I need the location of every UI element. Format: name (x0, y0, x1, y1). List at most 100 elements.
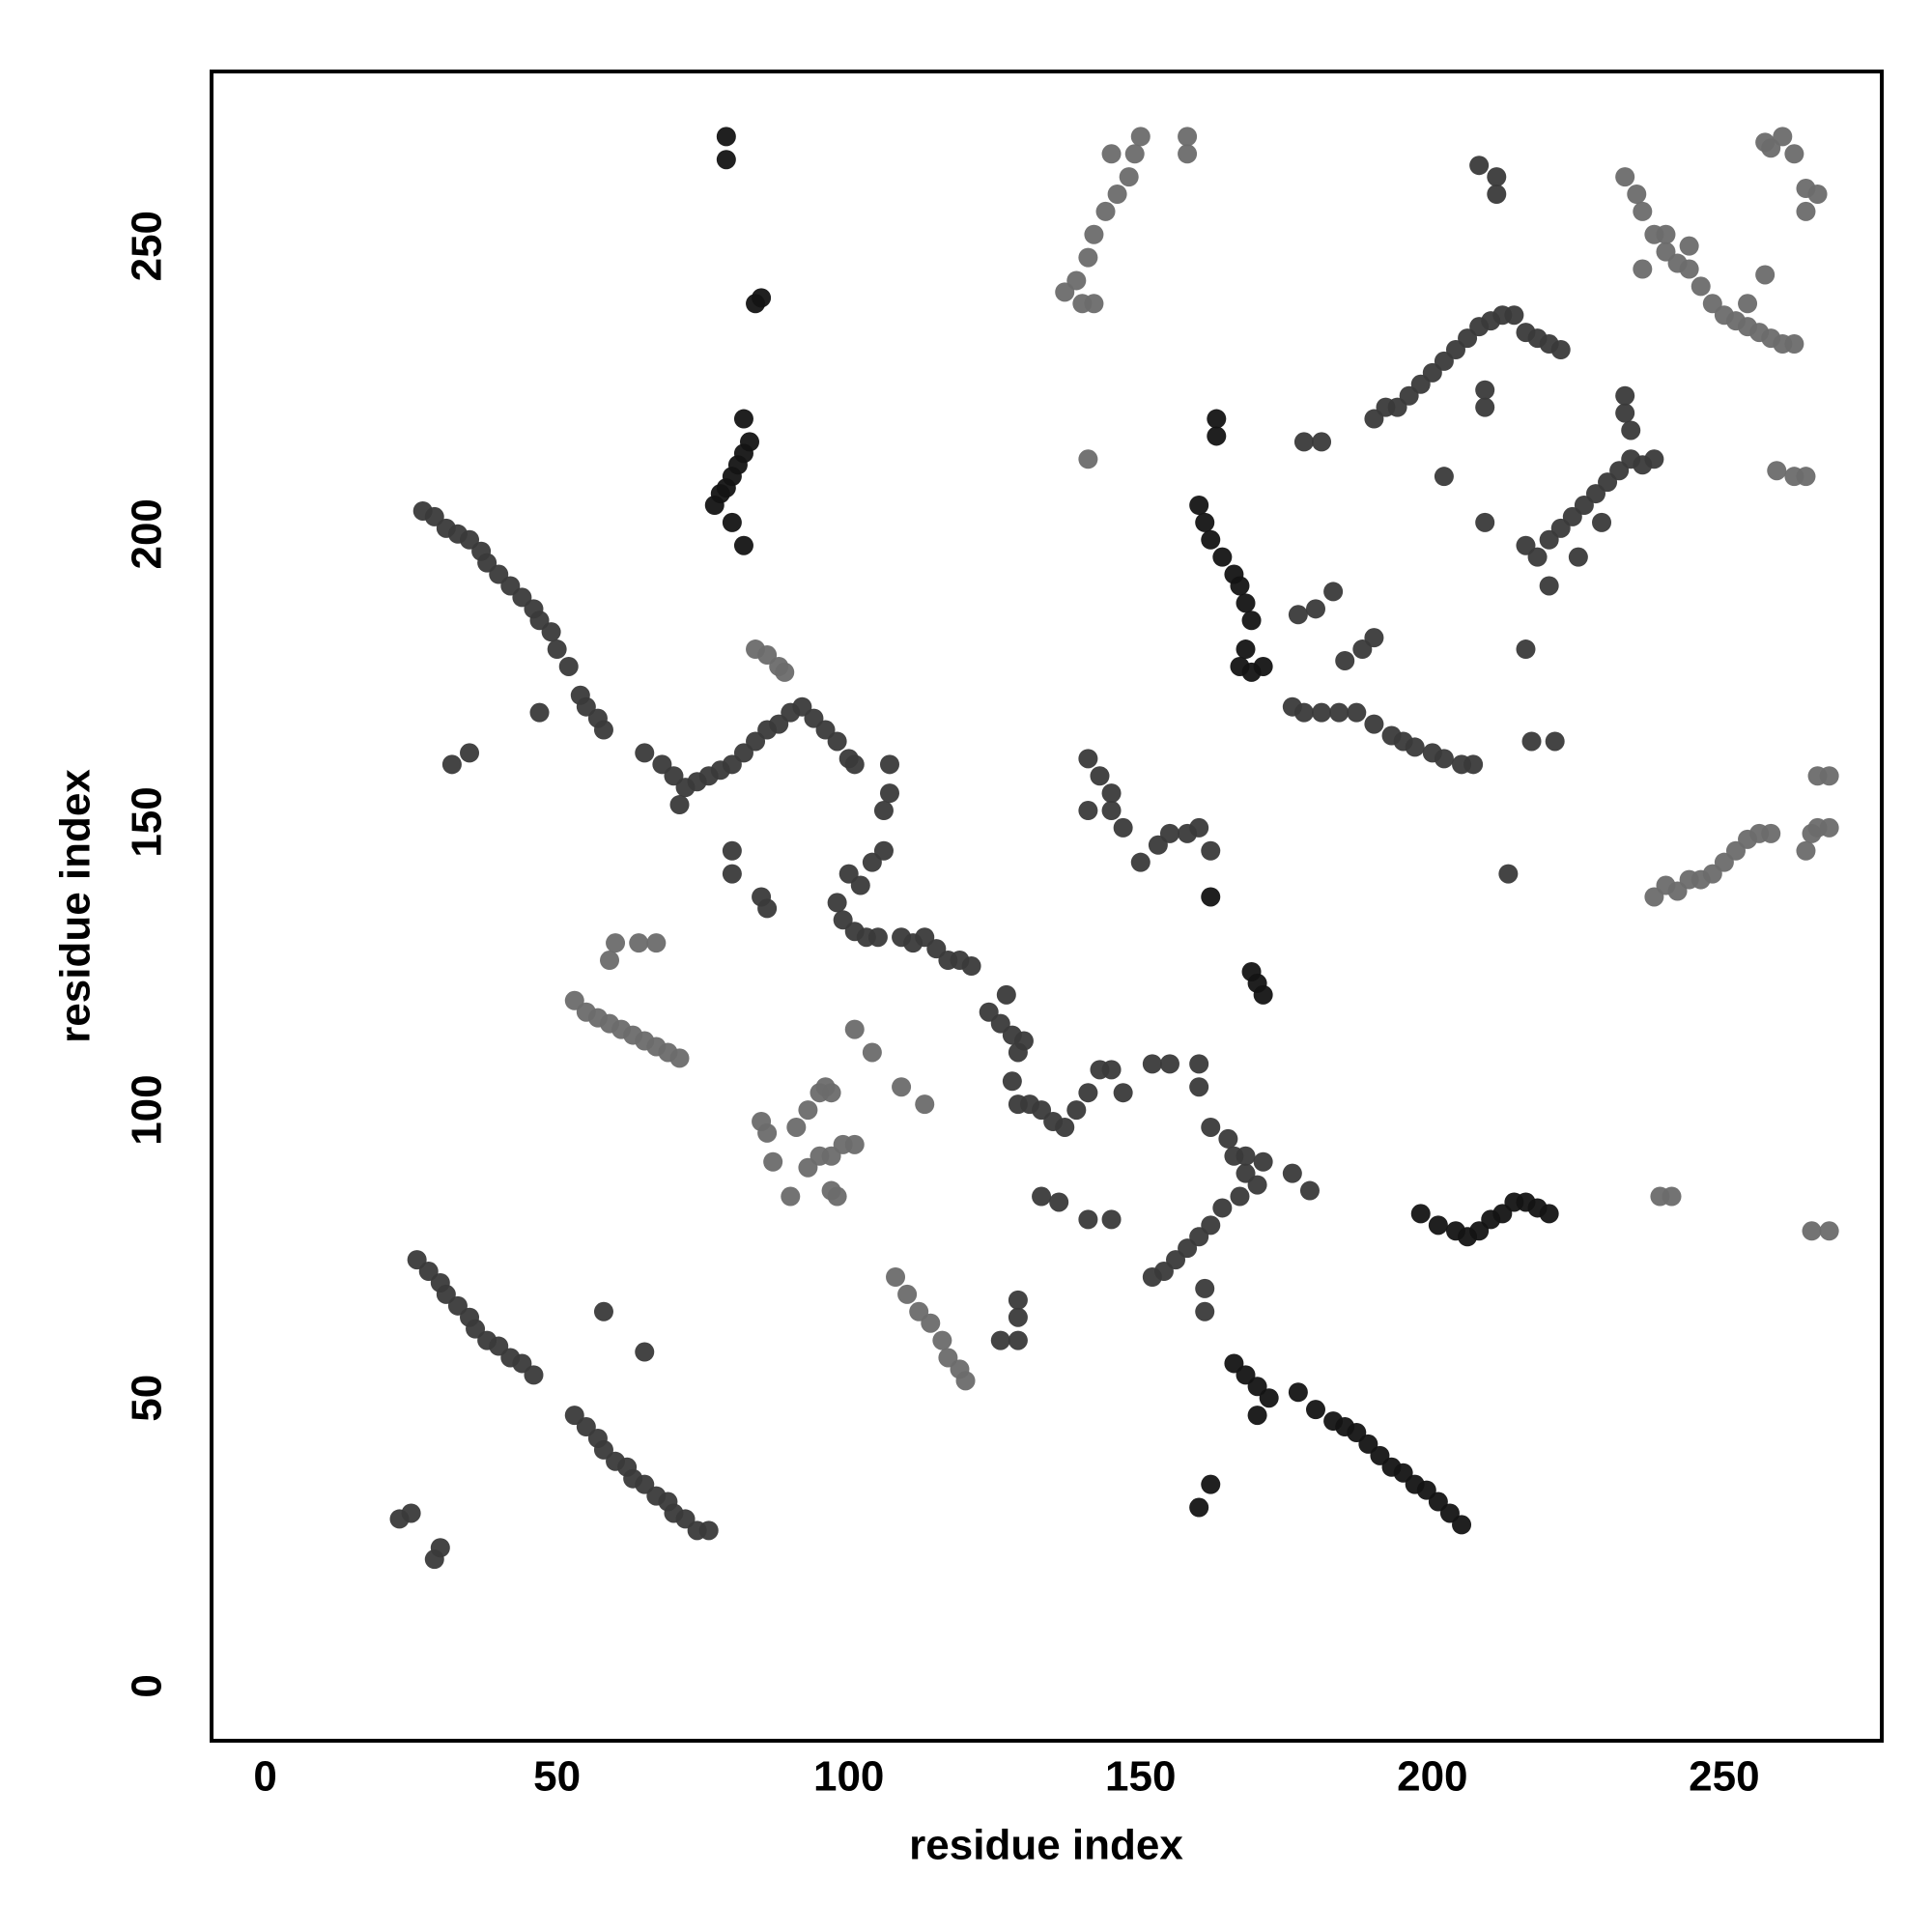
point (547, 639, 567, 660)
point (1259, 1388, 1279, 1408)
x-tick-label: 150 (1105, 1753, 1176, 1801)
point (990, 1330, 1010, 1350)
point (669, 1048, 690, 1068)
point (1008, 1290, 1028, 1310)
point (1032, 1186, 1052, 1207)
point (1410, 1204, 1431, 1224)
point (1201, 840, 1221, 861)
point (1568, 547, 1588, 567)
y-tick-label: 250 (124, 211, 171, 281)
point (1644, 449, 1664, 469)
point (1288, 605, 1308, 625)
point (1130, 852, 1151, 872)
point (1230, 1186, 1250, 1207)
point (716, 127, 736, 147)
point (786, 1117, 807, 1137)
point (1078, 247, 1098, 268)
point (1347, 702, 1367, 723)
point (1142, 1054, 1162, 1074)
point (996, 984, 1016, 1005)
x-axis-label: residue index (909, 1822, 1183, 1869)
point (763, 1151, 783, 1172)
point (593, 1301, 613, 1321)
point (1306, 1400, 1326, 1420)
point (1201, 887, 1221, 907)
point (593, 720, 613, 740)
plot-frame (210, 70, 1884, 1743)
point (1066, 270, 1087, 291)
point (1312, 432, 1332, 452)
point (1463, 754, 1484, 775)
point (1504, 305, 1524, 326)
point (1615, 385, 1635, 406)
point (1679, 259, 1699, 279)
point (1253, 656, 1273, 676)
point (1434, 467, 1454, 487)
point (1615, 403, 1635, 423)
point (781, 1186, 801, 1207)
y-tick-label: 0 (124, 1674, 171, 1697)
point (1335, 650, 1355, 670)
point (798, 1100, 818, 1121)
point (1253, 1151, 1273, 1172)
point (1002, 1071, 1022, 1092)
point (733, 535, 753, 555)
point (1207, 409, 1227, 429)
point (629, 933, 649, 953)
point (558, 656, 579, 676)
point (1107, 185, 1127, 205)
point (1095, 201, 1116, 221)
point (1236, 639, 1256, 660)
point (1189, 495, 1209, 515)
point (1078, 749, 1098, 769)
point (879, 754, 899, 775)
point (1802, 1221, 1822, 1241)
point (827, 893, 847, 913)
point (1247, 1406, 1267, 1426)
point (1247, 1175, 1267, 1195)
point (606, 933, 626, 953)
point (1253, 984, 1273, 1005)
point (850, 875, 870, 895)
point (1101, 1060, 1122, 1080)
point (1008, 1307, 1028, 1327)
point (1755, 265, 1776, 285)
point (1078, 1209, 1098, 1230)
point (460, 743, 480, 763)
point (1282, 1163, 1302, 1183)
point (1312, 702, 1332, 723)
point (1405, 737, 1425, 757)
point (722, 840, 742, 861)
point (1195, 1278, 1215, 1298)
point (1113, 1083, 1133, 1103)
point (873, 840, 894, 861)
point (1201, 1474, 1221, 1494)
point (635, 743, 655, 763)
point (441, 754, 462, 775)
point (1550, 340, 1571, 359)
point (892, 1077, 912, 1097)
point (1487, 167, 1507, 187)
point (1592, 512, 1612, 532)
point (698, 1520, 719, 1541)
point (1293, 432, 1314, 452)
point (1621, 420, 1641, 440)
point (1516, 535, 1536, 555)
point (1124, 144, 1145, 164)
point (529, 702, 550, 723)
point (1633, 259, 1653, 279)
point (1178, 823, 1198, 843)
point (600, 951, 620, 971)
point (1101, 801, 1122, 821)
point (897, 1284, 918, 1304)
point (1819, 817, 1839, 838)
point (1078, 801, 1098, 821)
point (1207, 426, 1227, 446)
point (1090, 766, 1110, 786)
point (1656, 224, 1676, 244)
point (1189, 1497, 1209, 1518)
point (1195, 1301, 1215, 1321)
point (752, 288, 772, 308)
point (1049, 1192, 1069, 1212)
